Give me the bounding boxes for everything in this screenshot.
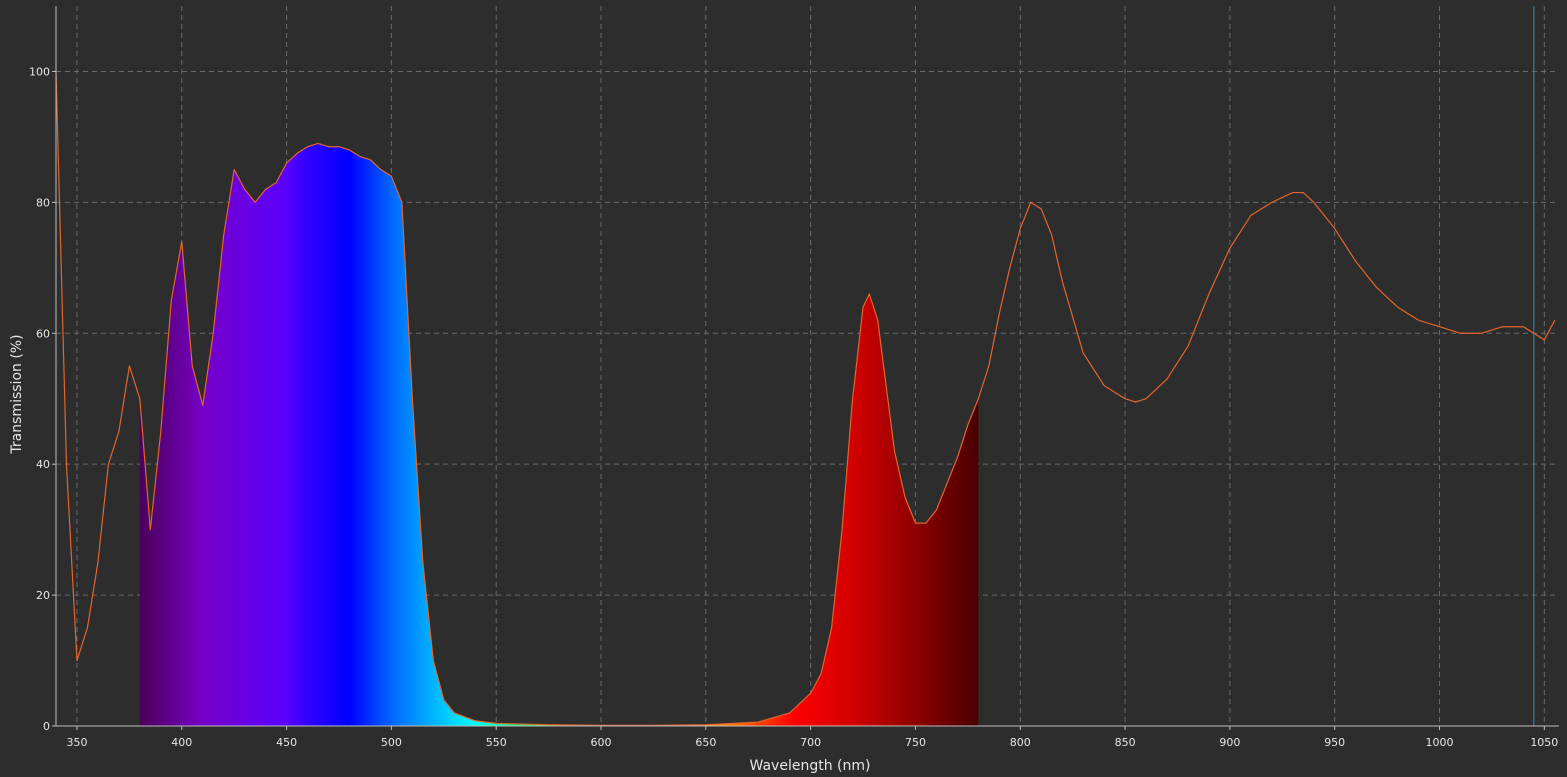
x-tick-label: 950 bbox=[1324, 736, 1345, 749]
x-tick-label: 1000 bbox=[1426, 736, 1454, 749]
y-tick-label: 100 bbox=[29, 65, 50, 78]
x-tick-label: 650 bbox=[695, 736, 716, 749]
x-tick-label: 850 bbox=[1115, 736, 1136, 749]
plot-frame bbox=[55, 6, 1559, 727]
x-tick-label: 500 bbox=[381, 736, 402, 749]
y-axis-title: Transmission (%) bbox=[9, 334, 25, 454]
y-tick-label: 0 bbox=[43, 720, 50, 733]
x-tick-label: 800 bbox=[1010, 736, 1031, 749]
x-axis: 350 400 450 500 550 600 650 700 750 800 850 900 950 1… bbox=[66, 726, 1558, 749]
x-tick-label: 900 bbox=[1219, 736, 1240, 749]
y-tick-label: 80 bbox=[36, 196, 50, 209]
x-tick-label: 350 bbox=[66, 736, 87, 749]
x-tick-label: 550 bbox=[486, 736, 507, 749]
x-tick-label: 600 bbox=[591, 736, 612, 749]
series-line bbox=[56, 71, 1556, 726]
x-axis-title: Wavelength (nm) bbox=[750, 758, 871, 774]
x-tick-label: 1050 bbox=[1530, 736, 1558, 749]
series-lines bbox=[56, 71, 1556, 726]
y-tick-label: 40 bbox=[36, 458, 50, 471]
x-tick-label: 450 bbox=[276, 736, 297, 749]
x-tick-label: 750 bbox=[905, 736, 926, 749]
y-tick-label: 60 bbox=[36, 327, 50, 340]
spectrum-fill-area bbox=[139, 143, 979, 726]
y-tick-label: 20 bbox=[36, 589, 50, 602]
x-tick-label: 400 bbox=[171, 736, 192, 749]
x-tick-label: 700 bbox=[800, 736, 821, 749]
y-axis: 0 20 40 60 80 100 bbox=[29, 65, 56, 733]
